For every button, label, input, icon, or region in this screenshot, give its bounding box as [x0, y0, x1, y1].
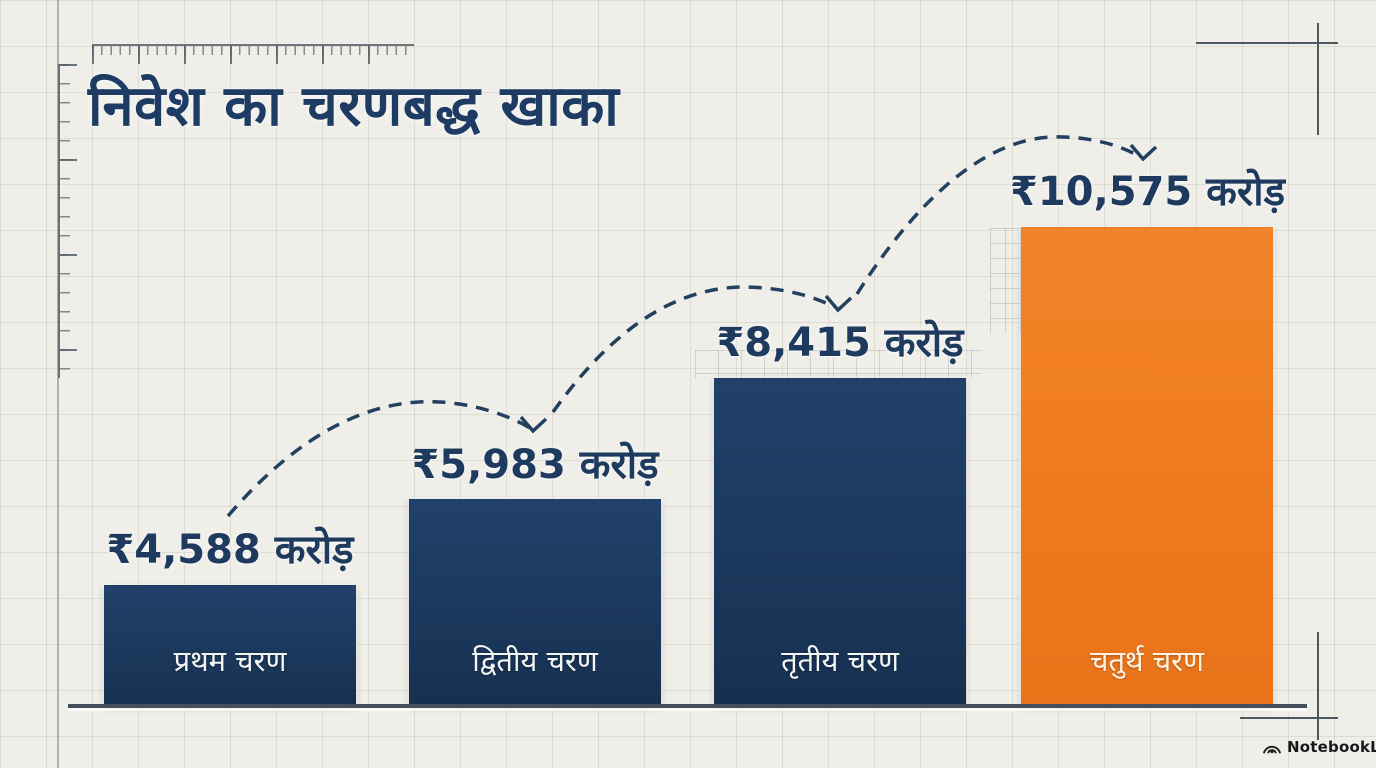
left-guide-line: [57, 0, 59, 768]
arrowhead-3: [1129, 143, 1158, 162]
watermark-label: NotebookLM: [1287, 738, 1376, 756]
left-ruler: [58, 64, 78, 378]
arrowhead-1: [519, 415, 548, 434]
crosshair-bottom-right-horizontal: [1240, 717, 1338, 719]
crosshair-top-right-horizontal: [1196, 42, 1338, 44]
x-axis-baseline: [68, 704, 1307, 708]
page-title: निवेश का चरणबद्ध खाका: [88, 74, 620, 139]
bar-phase-1: प्रथम चरण: [104, 585, 356, 706]
bar-category-label-3: तृतीय चरण: [781, 644, 899, 678]
bar-value-label-1: ₹4,588 करोड़: [106, 527, 354, 573]
crosshair-bottom-right-vertical: [1317, 632, 1319, 740]
bar-value-label-4: ₹10,575 करोड़: [1010, 169, 1285, 215]
watermark: NotebookLM: [1262, 738, 1376, 756]
bar-category-label-4: चतुर्थ चरण: [1090, 644, 1204, 678]
fine-grid-patch: [990, 228, 1022, 333]
bar-phase-4: चतुर्थ चरण: [1021, 227, 1273, 706]
bar-category-label-2: द्वितीय चरण: [472, 644, 598, 678]
bar-value-label-3: ₹8,415 करोड़: [716, 320, 964, 366]
bar-category-label-1: प्रथम चरण: [173, 644, 287, 678]
top-ruler: [92, 44, 414, 64]
bar-value-label-2: ₹5,983 करोड़: [411, 442, 659, 488]
crosshair-top-right-vertical: [1317, 23, 1319, 135]
bar-phase-3: तृतीय चरण: [714, 378, 966, 706]
notebooklm-logo-icon: [1263, 745, 1281, 753]
bar-phase-2: द्वितीय चरण: [409, 499, 661, 706]
arrowhead-2: [824, 294, 853, 313]
